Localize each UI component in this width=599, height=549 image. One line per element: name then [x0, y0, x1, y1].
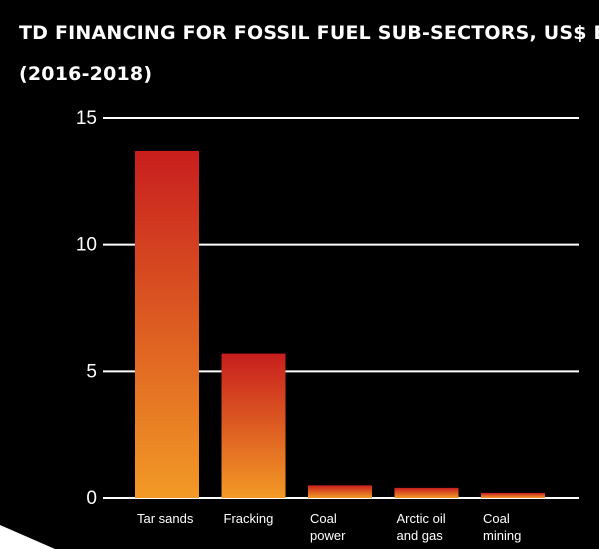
- bar: [308, 485, 372, 498]
- bar: [221, 353, 286, 498]
- x-category-label: Fracking: [224, 511, 274, 526]
- x-category-label: Tar sands: [137, 511, 194, 526]
- x-category-label: power: [310, 528, 346, 543]
- y-tick-label: 0: [86, 488, 97, 509]
- y-axis-ticks: 0 5 10 15: [76, 108, 97, 509]
- bars: [135, 150, 545, 498]
- x-category-label: Coal: [483, 511, 510, 526]
- x-category-label: Arctic oil: [397, 511, 446, 526]
- x-category-label: and gas: [397, 528, 444, 543]
- bar: [394, 487, 459, 498]
- chart-title-line-1: TD financing for fossil fuel sub-sectors…: [19, 22, 599, 44]
- chart-title-line-2: (2016-2018): [19, 63, 152, 85]
- x-category-label: Coal: [310, 511, 337, 526]
- bar: [135, 150, 199, 498]
- x-axis-labels: Tar sands Fracking Coal power Arctic oil and …: [137, 511, 521, 543]
- y-tick-label: 10: [76, 235, 97, 256]
- y-tick-label: 5: [86, 361, 97, 382]
- x-category-label: mining: [483, 528, 521, 543]
- y-tick-label: 15: [76, 108, 97, 129]
- bar: [481, 492, 545, 498]
